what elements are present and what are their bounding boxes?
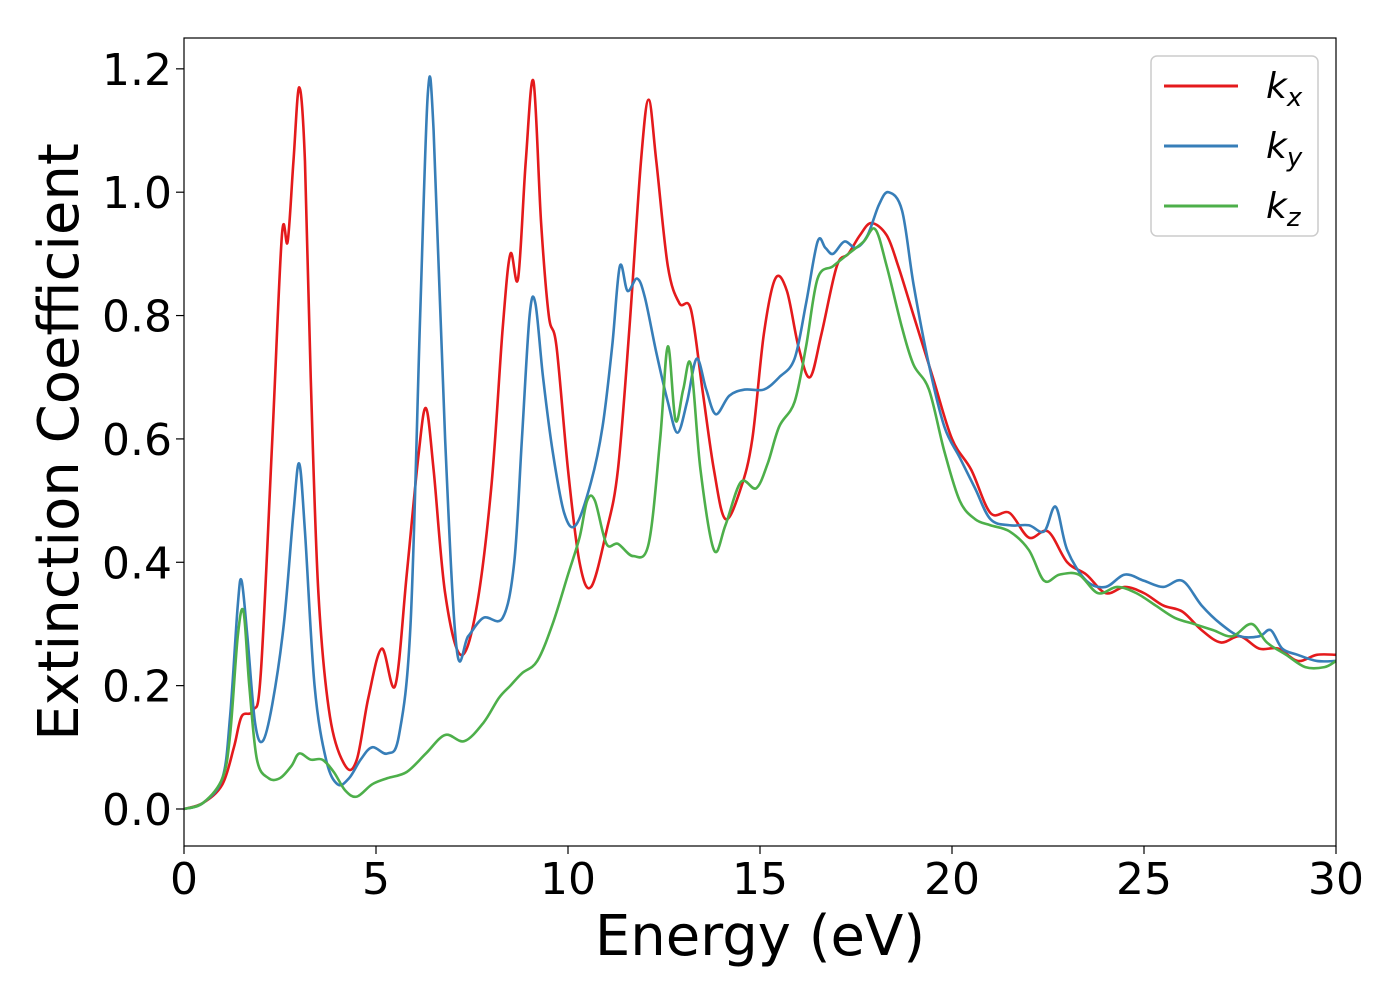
- y-axis-title: Extinction Coefficient: [27, 143, 92, 741]
- y-tick-label: 1.0: [102, 168, 172, 219]
- legend-label-x: kx: [1266, 66, 1303, 113]
- x-tick-label: 0: [170, 854, 198, 905]
- y-tick-label: 0.4: [102, 538, 172, 589]
- legend-label-base: k: [1266, 186, 1289, 227]
- x-tick-label: 30: [1308, 854, 1364, 905]
- series-line-y: [184, 75, 1336, 811]
- x-tick-label: 10: [540, 854, 596, 905]
- legend-label-subscript: z: [1286, 203, 1302, 233]
- x-tick-label: 20: [924, 854, 980, 905]
- legend-label-base: k: [1266, 66, 1289, 107]
- legend-label-subscript: y: [1286, 143, 1303, 173]
- x-axis: 0 5 10 15 20 25 30: [170, 846, 1364, 905]
- y-tick-label: 0.2: [102, 662, 172, 713]
- legend-label-z: kz: [1266, 186, 1302, 233]
- legend-label-subscript: x: [1286, 83, 1303, 113]
- x-axis-title: Energy (eV): [595, 904, 925, 969]
- y-tick-label: 0.6: [102, 415, 172, 466]
- series-line-x: [184, 78, 1336, 811]
- y-tick-label: 1.2: [102, 45, 172, 96]
- series-layer: [184, 75, 1336, 811]
- x-tick-label: 15: [732, 854, 788, 905]
- legend-label-y: ky: [1266, 126, 1303, 173]
- legend-label-base: k: [1266, 126, 1289, 167]
- x-tick-label: 25: [1116, 854, 1172, 905]
- x-tick-label: 5: [362, 854, 390, 905]
- y-axis: 0.0 0.2 0.4 0.6 0.8 1.0 1.2: [102, 45, 184, 836]
- series-line-z: [184, 227, 1336, 811]
- y-tick-label: 0.0: [102, 785, 172, 836]
- y-tick-label: 0.8: [102, 292, 172, 343]
